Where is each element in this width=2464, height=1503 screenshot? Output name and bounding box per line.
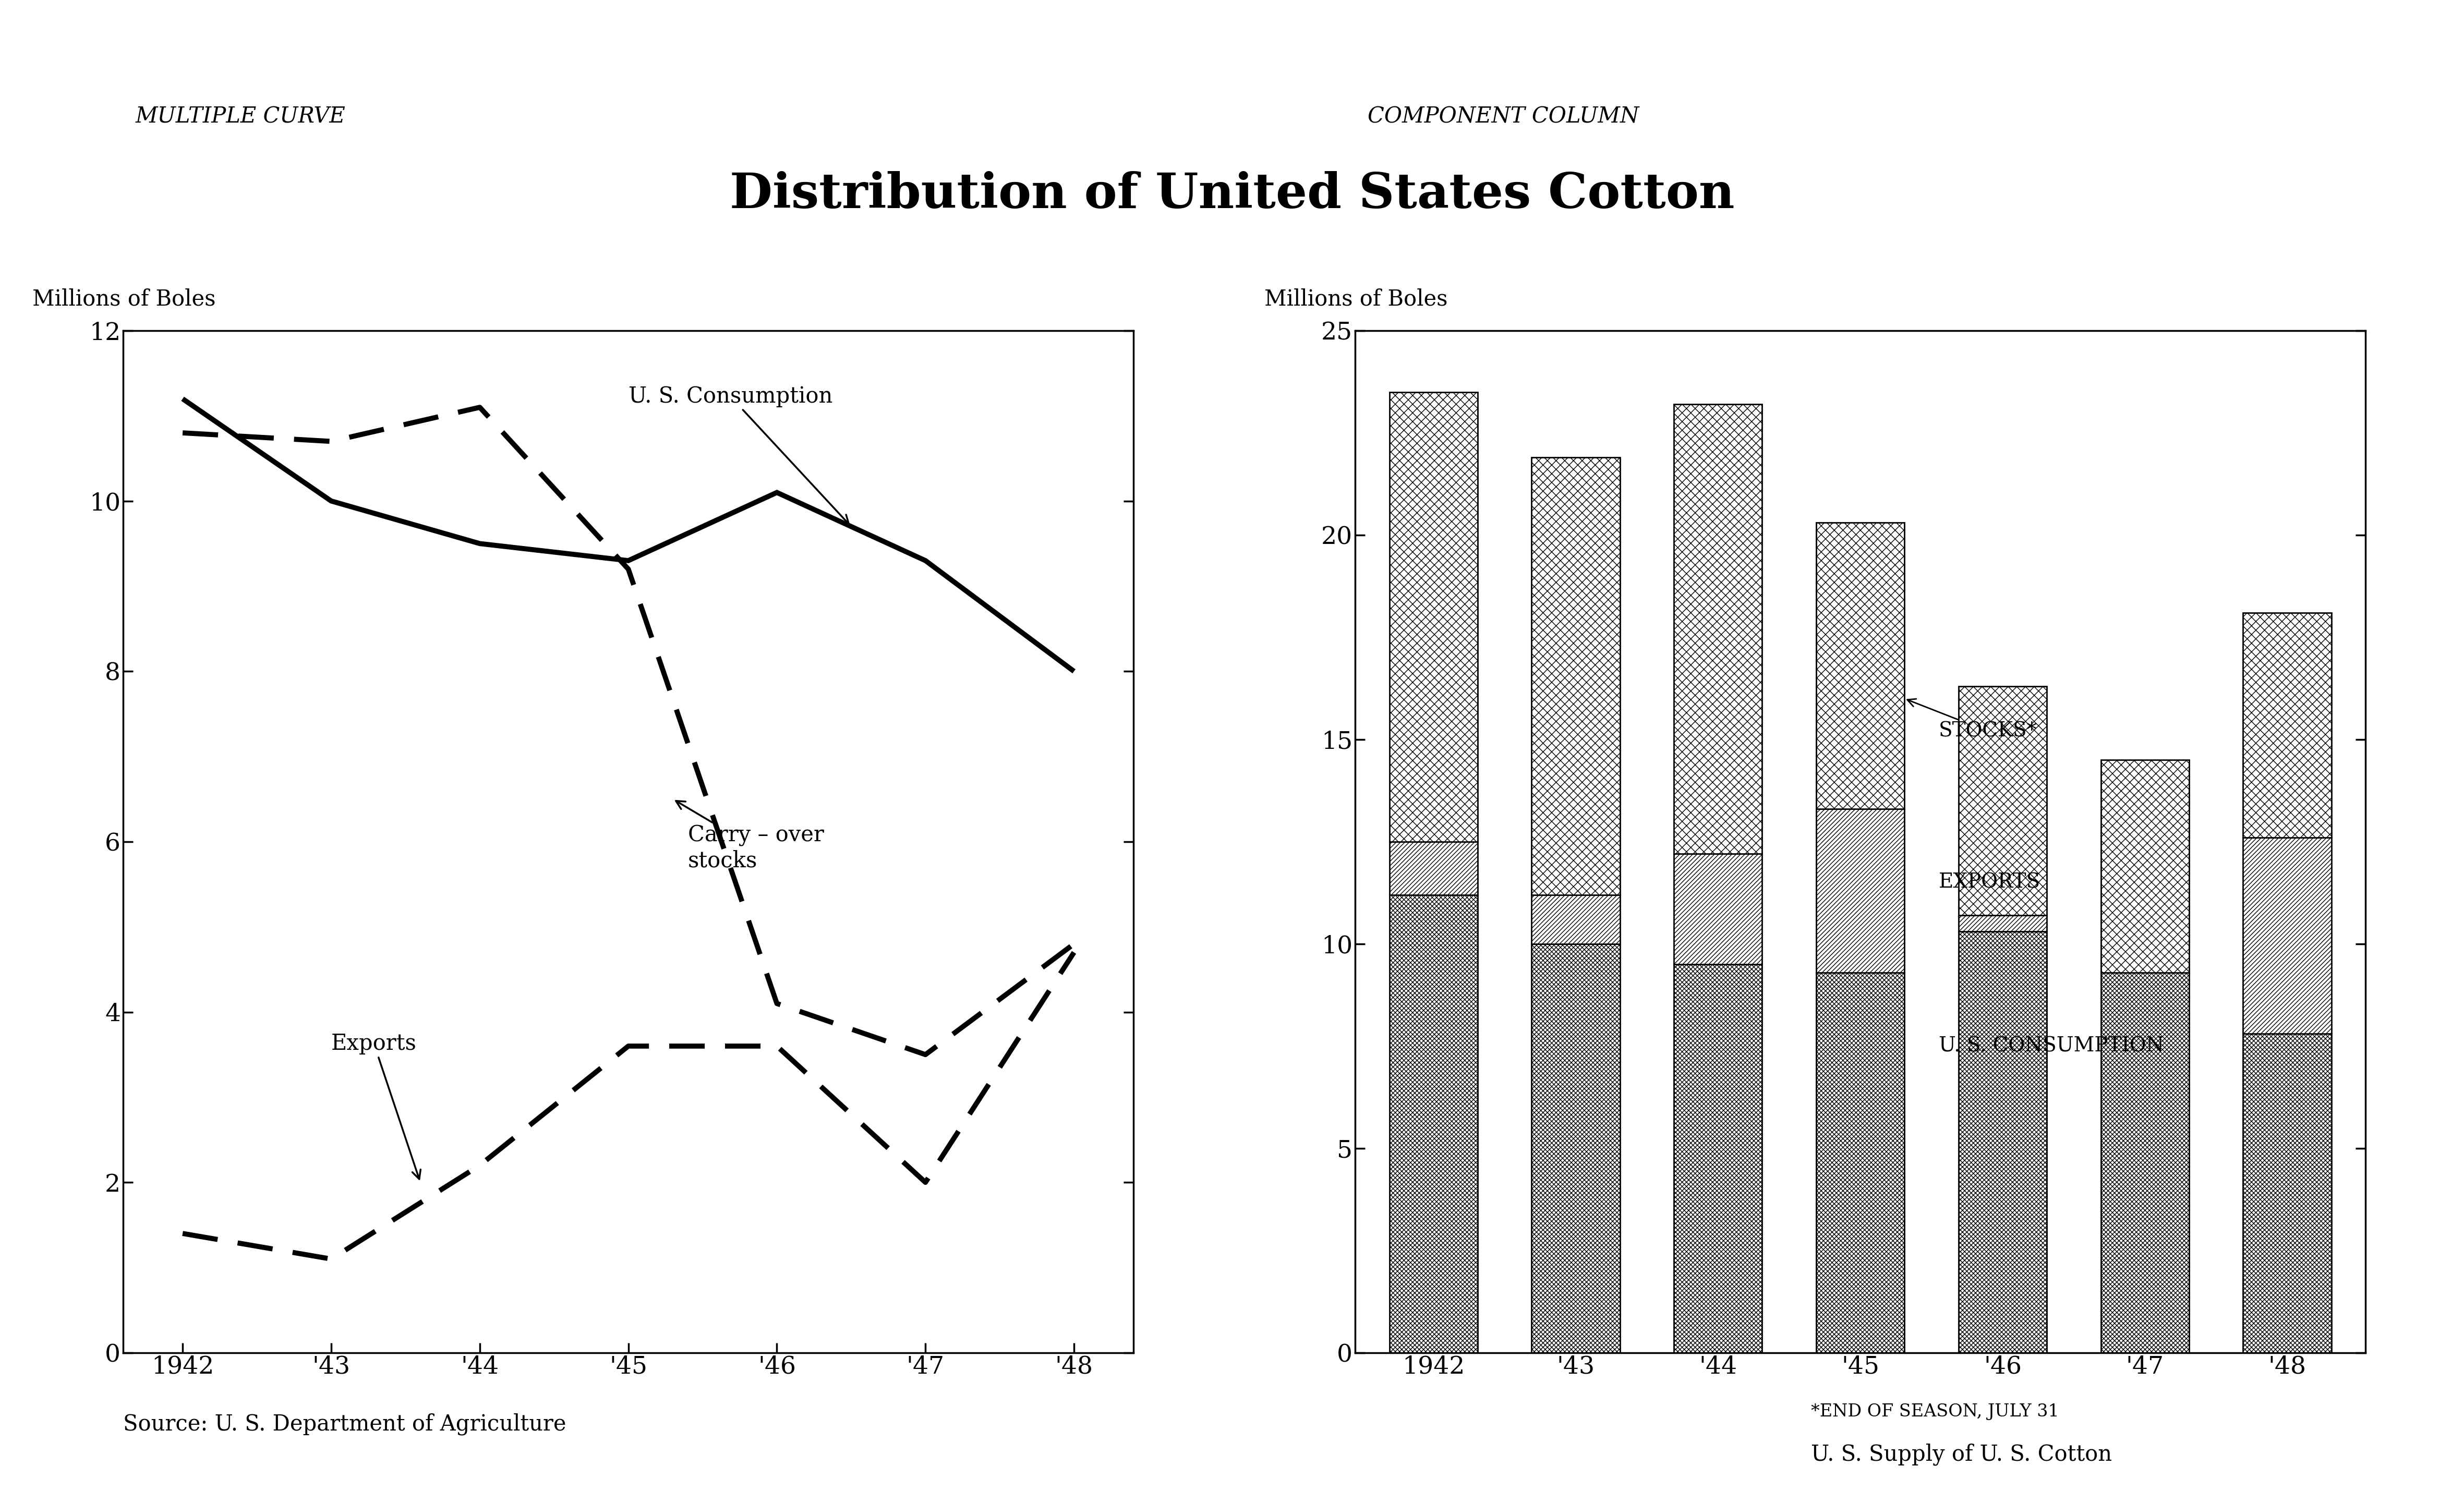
Bar <box>1390 894 1478 1353</box>
Bar <box>1816 809 1905 972</box>
Text: Distribution of United States Cotton: Distribution of United States Cotton <box>729 171 1735 218</box>
Text: EXPORTS: EXPORTS <box>1939 873 2040 893</box>
Text: U. S. CONSUMPTION: U. S. CONSUMPTION <box>1939 1037 2163 1055</box>
Bar <box>1533 457 1619 894</box>
Bar <box>1390 842 1478 894</box>
Text: MULTIPLE CURVE: MULTIPLE CURVE <box>136 105 345 128</box>
Bar <box>1959 687 2048 915</box>
Text: Carry – over
stocks: Carry – over stocks <box>675 801 823 872</box>
Bar <box>1673 404 1762 854</box>
Text: U. S. Supply of U. S. Cotton: U. S. Supply of U. S. Cotton <box>1811 1443 2112 1465</box>
Text: Millions of Boles: Millions of Boles <box>32 289 217 310</box>
Text: Exports: Exports <box>330 1033 421 1178</box>
Bar <box>2102 972 2188 1353</box>
Bar <box>1533 944 1619 1353</box>
Bar <box>2242 837 2331 1034</box>
Bar <box>1816 523 1905 809</box>
Text: *END OF SEASON, JULY 31: *END OF SEASON, JULY 31 <box>1811 1404 2060 1420</box>
Text: U. S. Consumption: U. S. Consumption <box>628 385 848 525</box>
Bar <box>1816 972 1905 1353</box>
Bar <box>1533 894 1619 944</box>
Text: Source: U. S. Department of Agriculture: Source: U. S. Department of Agriculture <box>123 1413 567 1435</box>
Bar <box>2242 613 2331 837</box>
Bar <box>1390 392 1478 842</box>
Text: STOCKS*: STOCKS* <box>1907 699 2038 741</box>
Text: COMPONENT COLUMN: COMPONENT COLUMN <box>1368 105 1639 128</box>
Bar <box>1959 932 2048 1353</box>
Text: Millions of Boles: Millions of Boles <box>1264 289 1449 310</box>
Bar <box>1673 965 1762 1353</box>
Bar <box>1959 915 2048 932</box>
Bar <box>2102 761 2188 972</box>
Bar <box>2242 1034 2331 1353</box>
Bar <box>1673 854 1762 965</box>
